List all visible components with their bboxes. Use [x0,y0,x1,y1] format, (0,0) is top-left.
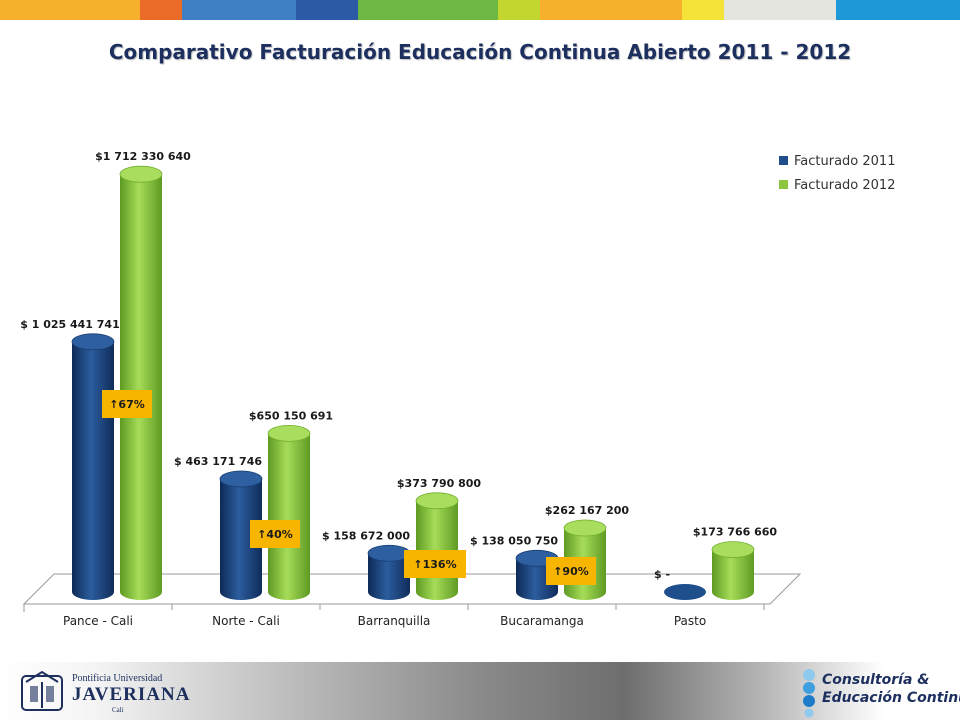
growth-badge: ↑90% [546,557,596,585]
data-label-2012: $262 167 200 [545,504,630,517]
growth-badge: ↑40% [250,520,300,548]
consultoria-logo-icon [803,669,815,718]
x-tick-label: Pasto [674,614,706,628]
bar-2011 [219,470,263,600]
legend-label: Facturado 2011 [794,154,895,169]
consultoria-name-line1: Consultoría & [822,672,930,688]
x-tick-label: Norte - Cali [212,614,280,628]
svg-text:↑67%: ↑67% [109,398,145,411]
data-label-2011: $ 1 025 441 741 [20,318,120,331]
data-label-2012: $1 712 330 640 [95,150,191,163]
bar-2011 [664,584,706,600]
bar-2012 [415,492,459,600]
chart-canvas: $ 1 025 441 741 $1 712 330 640 ↑67% $ 463 1… [20,150,895,628]
university-campus: Cali [112,706,124,714]
university-name-line2: JAVERIANA [72,684,191,705]
data-label-2012: $373 790 800 [397,477,482,490]
growth-badge: ↑67% [102,390,152,418]
university-name-line1: Pontificia Universidad [72,673,163,684]
growth-badge: ↑136% [404,550,466,578]
legend-swatch [779,156,788,165]
chart-title: Comparativo Facturación Educación Contin… [108,40,852,64]
bar-2012 [267,424,311,600]
data-label-2011: $ 158 672 000 [322,529,410,542]
top-color-stripe [0,0,960,20]
bar-2012 [119,165,163,600]
x-tick-label: Barranquilla [358,614,431,628]
consultoria-name-line2: Educación Continua [822,690,960,706]
legend-swatch [779,180,788,189]
footer-bar [0,662,960,720]
svg-text:↑40%: ↑40% [257,528,293,541]
data-label-2012: $650 150 691 [249,409,333,422]
chart-legend: Facturado 2011 Facturado 2012 [779,154,895,193]
legend-label: Facturado 2012 [794,178,895,193]
data-label-2011: $ 138 050 750 [470,534,558,547]
javeriana-crest-logo [21,670,63,711]
svg-text:↑90%: ↑90% [553,565,589,578]
x-tick-label: Bucaramanga [500,614,584,628]
bar-2012 [711,541,755,600]
data-label-2011: $ - [654,568,670,581]
x-tick-label: Pance - Cali [63,614,133,628]
svg-text:↑136%: ↑136% [413,558,456,571]
data-label-2011: $ 463 171 746 [174,455,262,468]
bar-2011 [367,544,411,600]
bar-2011 [71,333,115,600]
data-label-2012: $173 766 660 [693,526,778,539]
